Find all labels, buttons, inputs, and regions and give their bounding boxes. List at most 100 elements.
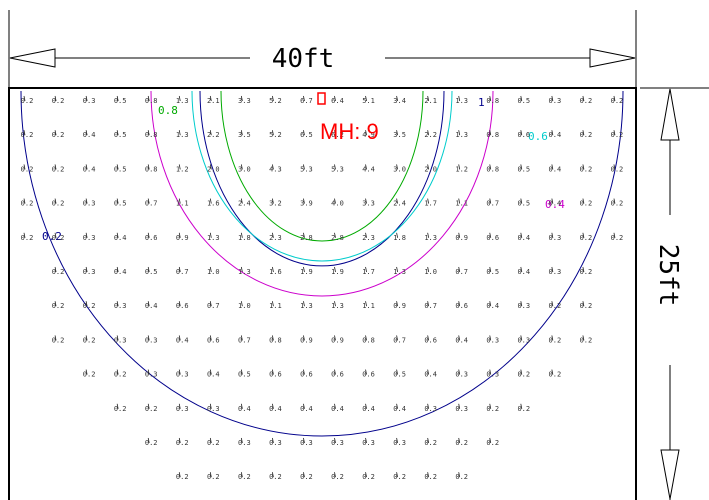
grid-value: 1.1: [362, 302, 375, 310]
grid-point: 0.4: [549, 198, 561, 208]
grid-point: 0.6: [331, 369, 344, 379]
grid-marker-icon: [240, 198, 243, 204]
grid-marker-icon: [54, 335, 57, 341]
grid-value: 0.6: [207, 336, 220, 344]
grid-marker-icon: [178, 232, 181, 238]
grid-value: 0.3: [486, 336, 499, 344]
grid-point: 0.2: [176, 437, 189, 447]
grid-marker-icon: [147, 198, 150, 204]
grid-value: 0.4: [145, 302, 158, 310]
grid-value: 0.2: [21, 234, 34, 242]
grid-value: 5.2: [269, 131, 282, 139]
grid-point: 0.7: [176, 266, 189, 276]
grid-point: 0.8: [486, 164, 499, 173]
grid-value: 0.5: [114, 97, 127, 105]
grid-value: 0.8: [145, 131, 158, 139]
grid-point: 0.6: [455, 301, 468, 310]
grid-value: 0.2: [52, 200, 65, 208]
grid-point: 6.7: [300, 95, 313, 105]
grid-point: 0.6: [207, 335, 220, 344]
grid-marker-icon: [396, 164, 398, 170]
grid-point: 0.4: [393, 403, 406, 413]
grid-marker-icon: [489, 198, 492, 204]
grid-value: 1.3: [455, 131, 468, 139]
grid-value: 1.8: [393, 234, 406, 242]
grid-value: 0.4: [269, 405, 282, 413]
grid-point: 5.3: [300, 164, 313, 173]
grid-value: 2.4: [393, 200, 406, 208]
grid-marker-icon: [427, 232, 430, 238]
grid-value: 0.7: [486, 200, 499, 208]
grid-marker-icon: [240, 232, 243, 238]
grid-marker-icon: [209, 266, 212, 273]
grid-point: 0.2: [21, 130, 33, 139]
grid-point: 0.5: [114, 164, 126, 173]
grid-marker-icon: [396, 335, 398, 341]
grid-point: 1.2: [176, 164, 189, 173]
grid-value: 0.2: [52, 302, 65, 310]
grid-point: 6.4: [331, 95, 344, 105]
grid-marker-icon: [116, 95, 119, 102]
grid-marker-icon: [23, 95, 26, 102]
grid-marker-icon: [458, 198, 461, 204]
grid-marker-icon: [147, 232, 150, 238]
grid-value: 0.3: [176, 371, 189, 379]
grid-marker-icon: [334, 301, 336, 307]
grid-point: 0.5: [238, 369, 251, 379]
grid-marker-icon: [272, 198, 274, 204]
grid-point: 1.3: [455, 130, 468, 139]
grid-marker-icon: [54, 130, 57, 136]
grid-point: 3.3: [362, 198, 375, 208]
grid-point: 0.3: [176, 369, 189, 379]
grid-marker-icon: [365, 301, 367, 307]
grid-value: 1.3: [176, 131, 189, 139]
grid-point: 0.2: [549, 335, 561, 344]
grid-marker-icon: [147, 301, 150, 307]
grid-value: 6.4: [331, 97, 344, 105]
grid-point: 0.3: [517, 335, 530, 344]
grid-value: 0.2: [549, 302, 562, 310]
grid-marker-icon: [303, 403, 305, 409]
grid-point: 0.2: [611, 164, 623, 173]
grid-point: 2.0: [207, 164, 220, 173]
grid-point: 2.4: [238, 198, 251, 208]
grid-value: 0.5: [114, 200, 127, 208]
grid-value: 0.6: [145, 234, 158, 242]
grid-marker-icon: [209, 472, 212, 478]
grid-value: 0.6: [517, 131, 530, 139]
grid-marker-icon: [427, 335, 430, 341]
grid-value: 0.4: [486, 302, 499, 310]
grid-marker-icon: [365, 164, 367, 170]
grid-marker-icon: [147, 437, 150, 444]
grid-value: 0.4: [300, 405, 313, 413]
grid-point: 2.3: [362, 232, 375, 242]
grid-value: 1.3: [331, 302, 344, 310]
grid-marker-icon: [520, 232, 523, 238]
grid-marker-icon: [458, 335, 461, 341]
grid-point: 0.3: [455, 369, 468, 379]
grid-point: 0.4: [549, 164, 561, 173]
grid-point: 0.2: [269, 472, 282, 481]
grid-marker-icon: [551, 266, 554, 273]
grid-value: 0.2: [486, 405, 499, 413]
grid-marker-icon: [272, 369, 274, 375]
grid-point: 0.2: [611, 198, 623, 208]
grid-value: 0.6: [424, 336, 437, 344]
grid-value: 0.8: [486, 165, 499, 173]
grid-value: 5.3: [300, 165, 313, 173]
grid-value: 0.3: [176, 405, 189, 413]
grid-point: 0.2: [52, 266, 64, 276]
grid-value: 0.4: [207, 371, 220, 379]
grid-point: 0.4: [517, 266, 530, 276]
grid-value: 0.2: [52, 336, 65, 344]
grid-value: 0.6: [176, 302, 189, 310]
grid-marker-icon: [272, 472, 274, 478]
contour-label: 0.6: [528, 130, 548, 143]
grid-point: 0.3: [83, 198, 95, 208]
grid-value: 0.4: [176, 336, 189, 344]
grid-marker-icon: [85, 198, 88, 204]
grid-point: 5.2: [269, 95, 282, 105]
grid-point: 0.2: [362, 472, 375, 481]
grid-point: 0.3: [455, 403, 468, 413]
grid-point: 3.2: [269, 198, 282, 208]
